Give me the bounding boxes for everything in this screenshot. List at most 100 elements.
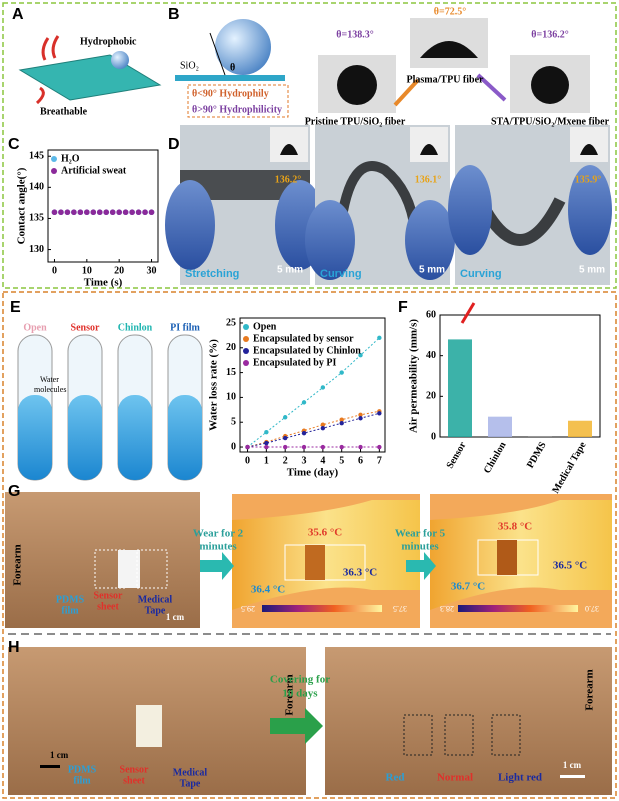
label: Forearm [584, 669, 596, 710]
legend-marker [243, 348, 249, 354]
point [96, 209, 103, 216]
x-tick-label: 5 [339, 455, 344, 466]
point [148, 209, 155, 216]
point [282, 435, 288, 441]
y-tick-label: 5 [231, 417, 236, 428]
x-tick-label: 6 [358, 455, 363, 466]
label: sheet [97, 601, 119, 612]
legend-label: H₂O [61, 153, 80, 164]
x-tick-label: 4 [320, 455, 325, 466]
label: Red [386, 772, 405, 784]
label: Plasma/TPU fiber [407, 74, 484, 85]
point [358, 353, 363, 358]
plot-frame [47, 149, 159, 263]
label: Tape [180, 778, 201, 789]
point [90, 209, 97, 216]
point [245, 444, 250, 450]
point [282, 444, 288, 450]
label: 5 mm [579, 265, 605, 276]
plot-frame [439, 314, 601, 438]
point [301, 400, 307, 405]
point [320, 425, 326, 431]
y-axis-label: Water loss rate (%) [208, 339, 220, 431]
label: Forearm [284, 674, 296, 715]
point [377, 444, 382, 450]
x-tick-label: 3 [302, 455, 307, 466]
panel-letter: A [12, 6, 24, 23]
x-tick-label: 2 [283, 455, 288, 466]
label: θ [230, 62, 235, 73]
panel-letter: C [8, 136, 20, 153]
label: Water [40, 375, 59, 384]
arrow [476, 73, 507, 102]
label: θ>90° Hydrophilicity [192, 104, 282, 115]
x-tick-label: 20 [114, 265, 124, 276]
x-tick-label: 1 [264, 455, 269, 466]
label: 36.7 °C [451, 581, 485, 593]
label: 28.3 [440, 604, 454, 613]
y-tick-label: 130 [29, 244, 44, 255]
legend-marker [243, 336, 249, 342]
arrows [35, 35, 60, 105]
panel-letter: H [8, 639, 20, 656]
legend-marker [51, 156, 57, 162]
y-tick-label: 15 [226, 367, 236, 378]
label: Hydrophobic [80, 36, 137, 47]
label: 36.5 °C [553, 560, 587, 572]
point [116, 209, 122, 216]
label: SiO₂ [180, 60, 199, 71]
point [377, 335, 382, 341]
x-tick-label: 30 [147, 265, 157, 276]
legend-label: Encapsulated by sensor [253, 333, 354, 344]
label: film [61, 605, 79, 616]
label: minutes [199, 541, 237, 553]
x-tick-label: 10 [82, 265, 92, 276]
tubes [17, 334, 203, 481]
point [320, 385, 326, 390]
series-line [247, 337, 380, 448]
droplet [111, 51, 129, 69]
label: molecules [34, 385, 66, 394]
x-tick-label: Medical Tape [550, 440, 589, 496]
label: film [73, 775, 91, 786]
y-tick-label: 10 [226, 392, 236, 403]
legend-label: Encapsulated by PI [253, 357, 336, 368]
label: Curving [460, 268, 502, 280]
point [358, 416, 363, 421]
label: Forearm [12, 544, 24, 585]
legend-label: Artificial sweat [61, 165, 127, 176]
point [264, 440, 269, 446]
y-tick-label: 0 [231, 441, 236, 452]
point [142, 209, 148, 216]
x-tick-label: 7 [377, 455, 382, 466]
bar [448, 339, 472, 437]
y-axis-label: Contact angle(°) [16, 167, 28, 244]
x-tick-label: Chinlon [482, 440, 509, 476]
plot-frame [239, 317, 386, 453]
point [264, 444, 269, 450]
point [64, 209, 71, 216]
label: Medical [173, 767, 208, 778]
label: 135.9° [575, 174, 602, 185]
y-tick-label: 140 [29, 182, 44, 193]
panel-letter: B [168, 6, 180, 23]
point [320, 444, 326, 450]
panel-letter: D [168, 136, 180, 153]
point [77, 209, 84, 216]
label: Open [23, 322, 47, 333]
panel-border [2, 291, 617, 799]
legend-label: Open [253, 321, 277, 332]
label: θ=138.3° [336, 29, 373, 40]
fabric [18, 54, 162, 101]
label: Medical [138, 594, 173, 605]
y-tick-label: 135 [29, 213, 44, 224]
label: 29.5 [241, 604, 255, 613]
point [58, 209, 64, 216]
panel-letter: F [398, 299, 408, 316]
point [109, 209, 116, 216]
point [84, 209, 90, 216]
label: 37.0 [585, 604, 599, 613]
y-tick-label: 40 [426, 350, 436, 361]
label: Wear for 5 [395, 528, 446, 540]
point [51, 209, 58, 216]
